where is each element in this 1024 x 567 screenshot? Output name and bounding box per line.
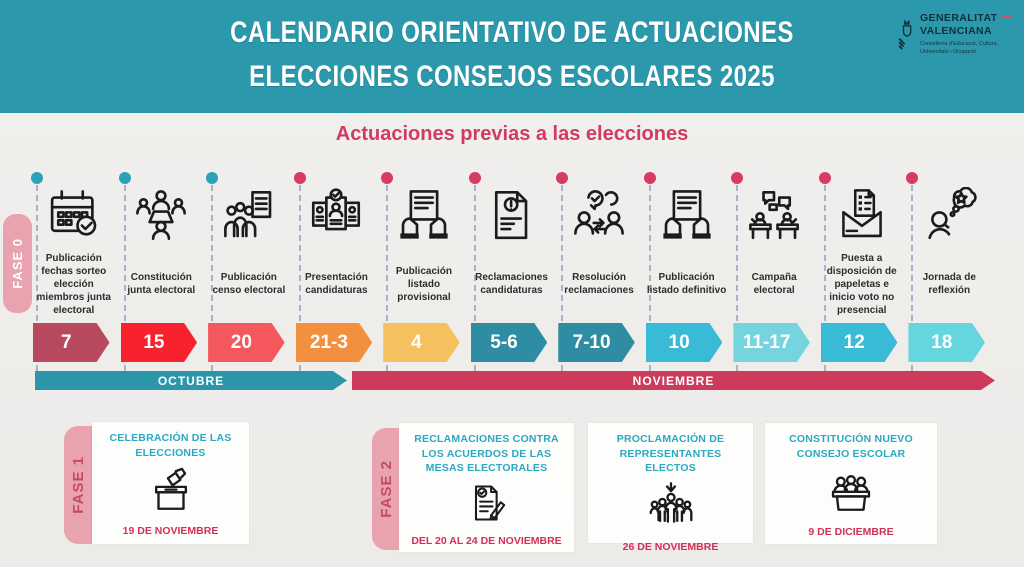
- date-chevron: 12: [821, 323, 898, 362]
- dashed-connector: [36, 185, 38, 371]
- proclamation-card: PROCLAMACIÓN DE REPRESENTANTES ELECTOS 2…: [588, 423, 753, 553]
- date-chevron: 10: [646, 323, 723, 362]
- phase-0-pill: FASE 0: [3, 214, 32, 313]
- generalitat-emblem-icon: [898, 20, 912, 50]
- timeline-dot: [906, 172, 919, 184]
- card-title: PROCLAMACIÓN DE REPRESENTANTES ELECTOS: [616, 433, 725, 475]
- timeline-item-label: Presentación candidaturas: [305, 272, 368, 296]
- month-bar-noviembre: NOVIEMBRE: [352, 371, 995, 390]
- card-title: CELEBRACIÓN DE LAS ELECCIONES: [109, 432, 232, 459]
- timeline-item: Publicación censo electoral 20: [205, 172, 293, 392]
- logo-name: GENERALITAT VALENCIANA: [920, 12, 1016, 38]
- timeline-item-label: Publicación listado definitivo: [646, 272, 727, 296]
- section-subtitle: Actuaciones previas a las elecciones: [335, 123, 689, 145]
- title-line-2: ELECCIONES CONSEJOS ESCOLARES 2025: [249, 59, 775, 93]
- title-line-1: CALENDARIO ORIENTATIVO DE ACTUACIONES: [230, 16, 794, 49]
- id-cards-icon: [308, 187, 364, 248]
- dashed-connector: [823, 185, 826, 371]
- timeline-item: Publicación listado provisional 4: [380, 172, 468, 392]
- timeline-dot: [293, 172, 306, 184]
- timeline-dot: [643, 172, 656, 184]
- logo-red-dash: [1001, 16, 1013, 19]
- timeline-item: Campaña electoral 11-17: [730, 172, 818, 392]
- timeline-dot: [468, 172, 481, 184]
- claim-document-icon: [484, 187, 540, 248]
- timeline-item: Puesta a disposición de papeletas e inic…: [818, 172, 906, 392]
- dashed-connector: [386, 185, 389, 371]
- month-bar-octubre: OCTUBRE: [35, 371, 347, 390]
- dashed-connector: [211, 185, 214, 371]
- date-chevron: 18: [908, 323, 985, 362]
- card-date: DEL 20 AL 24 DE NOVIEMBRE: [411, 535, 562, 548]
- timeline-item: Constitución junta electoral 15: [118, 172, 206, 392]
- timeline-item: Reclamaciones candidaturas 5-6: [468, 172, 556, 392]
- timeline-item-label: Jornada de reflexión: [922, 272, 976, 296]
- timeline-dot: [731, 172, 744, 184]
- phase-1-card: CELEBRACIÓN DE LAS ELECCIONES 19 DE NOVI…: [92, 422, 249, 544]
- timeline-item-label: Campaña electoral: [751, 272, 797, 296]
- card-date: 26 DE NOVIEMBRE: [622, 541, 719, 554]
- date-chevron: 21-3: [296, 323, 373, 362]
- calendar-check-icon: [46, 187, 102, 248]
- dashed-connector: [648, 185, 651, 371]
- card-date: 9 DE DICIEMBRE: [808, 526, 894, 539]
- council-card: CONSTITUCIÓN NUEVO CONSEJO ESCOLAR 9 DE …: [765, 423, 937, 544]
- census-people-icon: [221, 187, 277, 248]
- dashed-connector: [298, 185, 301, 371]
- page-title: CALENDARIO ORIENTATIVO DE ACTUACIONES EL…: [102, 11, 921, 98]
- hands-document-icon: [396, 187, 452, 248]
- thinking-person-icon: [921, 186, 977, 248]
- timeline-item: Resolución reclamaciones 7-10: [555, 172, 643, 392]
- ballot-envelope-icon: [835, 187, 889, 246]
- date-chevron: 5-6: [471, 323, 548, 362]
- timeline-dot: [31, 172, 43, 184]
- header-band: CALENDARIO ORIENTATIVO DE ACTUACIONES EL…: [0, 0, 1024, 113]
- timeline-item: Jornada de reflexión 18: [905, 172, 993, 392]
- timeline-dot: [556, 172, 569, 184]
- timeline-item-label: Reclamaciones candidaturas: [475, 272, 548, 296]
- generalitat-logo: GENERALITAT VALENCIANA Conselleria d'Edu…: [898, 12, 1016, 58]
- timeline-item-label: Publicación fechas sorteo elección miemb…: [36, 252, 111, 316]
- timeline-item-label: Puesta a disposición de papeletas e inic…: [826, 252, 897, 316]
- date-chevron: 15: [121, 323, 198, 362]
- date-chevron: 7: [33, 323, 110, 362]
- date-chevron: 20: [208, 323, 285, 362]
- timeline-item-label: Publicación listado provisional: [395, 265, 453, 303]
- hands-document-icon: [659, 187, 715, 248]
- card-title: RECLAMACIONES CONTRA LOS ACUERDOS DE LAS…: [414, 433, 559, 475]
- dashed-connector: [561, 185, 564, 371]
- date-chevron: 4: [383, 323, 460, 362]
- timeline-item-label: Constitución junta electoral: [127, 272, 196, 296]
- timeline-item: Publicación fechas sorteo elección miemb…: [30, 172, 118, 392]
- date-chevron: 7-10: [558, 323, 635, 362]
- dashed-connector: [736, 185, 739, 371]
- logo-department: Conselleria d'Educació, Cultura, Univers…: [919, 41, 999, 56]
- timeline-dot: [381, 172, 394, 184]
- timeline-item: Presentación candidaturas 21-3: [293, 172, 381, 392]
- dashed-connector: [911, 185, 914, 371]
- card-date: 19 DE NOVIEMBRE: [122, 525, 219, 538]
- electoral-board-icon: [133, 187, 189, 248]
- timeline-item-label: Resolución reclamaciones: [564, 272, 634, 296]
- timeline-item: Publicación listado definitivo 10: [643, 172, 731, 392]
- debate-podiums-icon: [746, 187, 802, 248]
- date-chevron: 11-17: [733, 323, 810, 362]
- document-pencil-icon: [465, 481, 509, 530]
- timeline-item-label: Publicación censo electoral: [212, 272, 286, 296]
- timeline-dot: [118, 172, 131, 184]
- dashed-connector: [123, 185, 126, 371]
- timeline-dot: [818, 172, 831, 184]
- timeline-dot: [206, 172, 219, 184]
- council-desk-icon: [826, 466, 876, 521]
- ballot-box-icon: [146, 465, 196, 520]
- phase-2-card: RECLAMACIONES CONTRA LOS ACUERDOS DE LAS…: [399, 423, 574, 552]
- people-exchange-icon: [571, 187, 627, 248]
- dashed-connector: [473, 185, 476, 371]
- elected-group-icon: [646, 481, 696, 536]
- timeline: Publicación fechas sorteo elección miemb…: [30, 172, 993, 392]
- card-title: CONSTITUCIÓN NUEVO CONSEJO ESCOLAR: [789, 433, 913, 460]
